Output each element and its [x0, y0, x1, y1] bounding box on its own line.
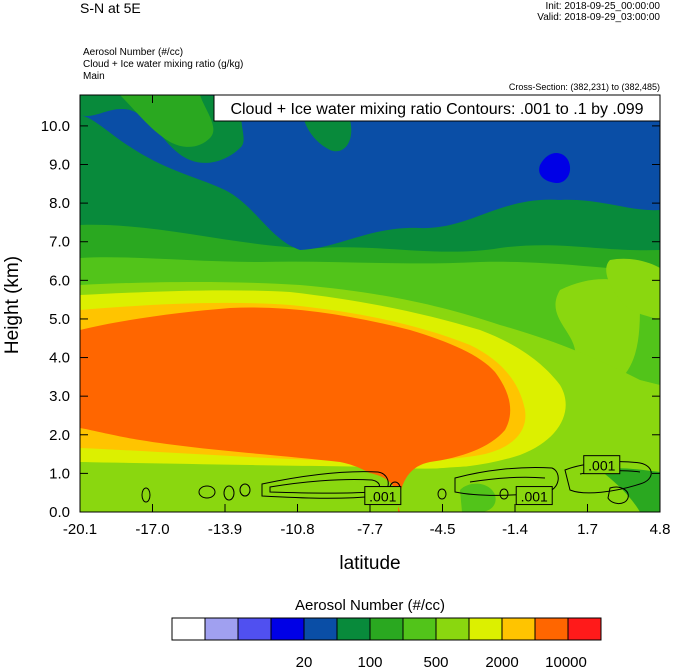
colorbar-label: 10000: [545, 654, 587, 668]
colorbar-swatch: [534, 617, 569, 641]
plot-title: S-N at 5E: [80, 0, 141, 16]
field-name-cloud-ice: Cloud + Ice water mixing ratio (g/kg): [83, 59, 244, 70]
cross-section-chart: -20.1 -17.0 -13.9 -10.8 -7.7 -4.5 -1.4 1.7 4.8 0…: [2, 94, 671, 574]
x-tick-label: -1.4: [502, 521, 528, 538]
contour-label-box: [583, 455, 621, 475]
colorbar-swatch: [501, 617, 536, 641]
y-tick-label: 7.0: [49, 234, 70, 251]
init-time: Init: 2018-09-25_00:00:00: [545, 1, 660, 12]
y-axis: 0.0 1.0 2.0 3.0 4.0 5.0 6.0 7.0 8.0 9.0 10.0: [41, 118, 660, 521]
contour-info-text: Cloud + Ice water mixing ratio Contours:…: [230, 101, 643, 118]
contour-label: .001: [521, 489, 548, 505]
colorbar-swatch: [435, 617, 470, 641]
colorbar-swatch: [270, 617, 305, 641]
contour-info-box: [213, 94, 661, 122]
x-tick-label: 4.8: [650, 521, 671, 538]
colorbar-swatch: [567, 617, 602, 641]
x-axis-label: latitude: [339, 553, 400, 574]
y-tick-label: 4.0: [49, 350, 70, 367]
colorbar-label: 20: [296, 654, 313, 668]
x-tick-label: -13.9: [208, 521, 242, 538]
colorbar-swatch: [303, 617, 338, 641]
colorbar-swatch: [171, 617, 206, 641]
y-tick-label: 3.0: [49, 388, 70, 405]
y-tick-label: 2.0: [49, 427, 70, 444]
x-tick-label: -10.8: [280, 521, 314, 538]
field-name-domain: Main: [83, 71, 105, 82]
x-tick-label: -20.1: [63, 521, 97, 538]
colorbar-swatch: [468, 617, 503, 641]
x-tick-label: 1.7: [577, 521, 598, 538]
colorbar-swatch: [336, 617, 371, 641]
colorbar-label: 100: [357, 654, 382, 668]
field-name-aerosol: Aerosol Number (#/cc): [83, 47, 184, 58]
contour-label: .001: [588, 458, 615, 474]
cross-section-label: Cross-Section: (382,231) to (382,485): [508, 82, 660, 92]
y-axis-label: Height (km): [2, 256, 23, 354]
colorbar-swatch: [204, 617, 239, 641]
y-tick-label: 0.0: [49, 504, 70, 521]
aerosol-field: [80, 95, 660, 512]
x-tick-label: -17.0: [135, 521, 169, 538]
contour-label-box: [515, 486, 553, 506]
colorbar-label: 500: [423, 654, 448, 668]
colorbar-swatch: [369, 617, 404, 641]
x-axis: -20.1 -17.0 -13.9 -10.8 -7.7 -4.5 -1.4 1.7 4.8: [63, 95, 671, 538]
y-tick-label: 6.0: [49, 272, 70, 289]
y-tick-label: 8.0: [49, 195, 70, 212]
colorbar-title: Aerosol Number (#/cc): [294, 597, 446, 614]
colorbar-label: 2000: [485, 654, 518, 668]
y-tick-label: 5.0: [49, 311, 70, 328]
y-tick-label: 10.0: [41, 118, 70, 135]
contour-label-box: [364, 486, 402, 506]
contour-label: .001: [369, 489, 396, 505]
colorbar-swatch: [402, 617, 437, 641]
y-tick-label: 9.0: [49, 157, 70, 174]
contour-labels: .001 .001 .001: [364, 455, 621, 506]
x-tick-label: -7.7: [357, 521, 383, 538]
x-tick-label: -4.5: [430, 521, 456, 538]
colorbar-swatch: [237, 617, 272, 641]
valid-time: Valid: 2018-09-29_03:00:00: [537, 12, 660, 23]
y-tick-label: 1.0: [49, 465, 70, 482]
